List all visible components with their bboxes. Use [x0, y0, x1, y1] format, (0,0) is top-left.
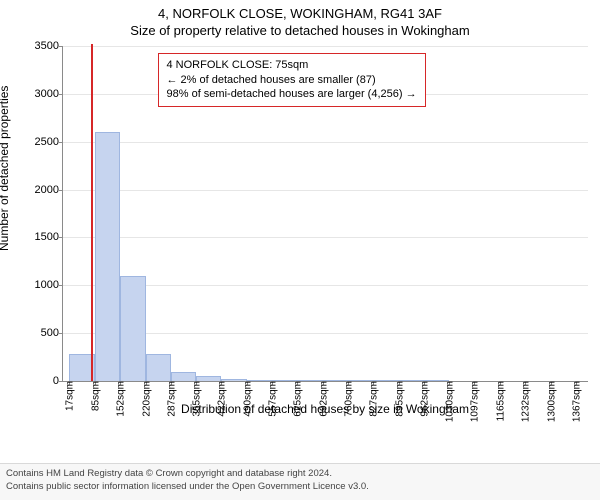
histogram-bar — [95, 132, 120, 381]
titles: 4, NORFOLK CLOSE, WOKINGHAM, RG41 3AF Si… — [0, 0, 600, 40]
y-tick-label: 500 — [41, 327, 63, 339]
chart: Number of detached properties 0500100015… — [0, 42, 600, 460]
histogram-bar — [171, 372, 197, 381]
x-axis-label: Distribution of detached houses by size … — [62, 402, 588, 416]
page: 4, NORFOLK CLOSE, WOKINGHAM, RG41 3AF Si… — [0, 0, 600, 500]
title-address: 4, NORFOLK CLOSE, WOKINGHAM, RG41 3AF — [0, 6, 600, 23]
gridline-h — [63, 142, 588, 143]
histogram-bar — [120, 276, 146, 381]
y-tick-label: 2500 — [35, 136, 63, 148]
footer-line2: Contains public sector information licen… — [6, 481, 594, 494]
annotation-line: 98% of semi-detached houses are larger (… — [167, 87, 417, 102]
annotation-line: 4 NORFOLK CLOSE: 75sqm — [167, 58, 417, 73]
gridline-h — [63, 46, 588, 47]
plot-area: 050010001500200025003000350017sqm85sqm15… — [62, 46, 588, 382]
y-tick-label: 2000 — [35, 184, 63, 196]
y-tick-label: 1500 — [35, 231, 63, 243]
title-subtitle: Size of property relative to detached ho… — [0, 23, 600, 40]
reference-line — [91, 44, 93, 381]
y-tick-label: 3500 — [35, 40, 63, 52]
annotation-line: ← 2% of detached houses are smaller (87) — [167, 73, 417, 88]
footer-line1: Contains HM Land Registry data © Crown c… — [6, 468, 594, 481]
gridline-h — [63, 190, 588, 191]
y-tick-label: 3000 — [35, 88, 63, 100]
annotation-box: 4 NORFOLK CLOSE: 75sqm← 2% of detached h… — [158, 53, 426, 108]
footer: Contains HM Land Registry data © Crown c… — [0, 463, 600, 500]
y-tick-label: 0 — [53, 375, 63, 387]
y-tick-label: 1000 — [35, 279, 63, 291]
gridline-h — [63, 237, 588, 238]
histogram-bar — [146, 354, 171, 381]
y-axis-label: Number of detached properties — [0, 86, 11, 251]
